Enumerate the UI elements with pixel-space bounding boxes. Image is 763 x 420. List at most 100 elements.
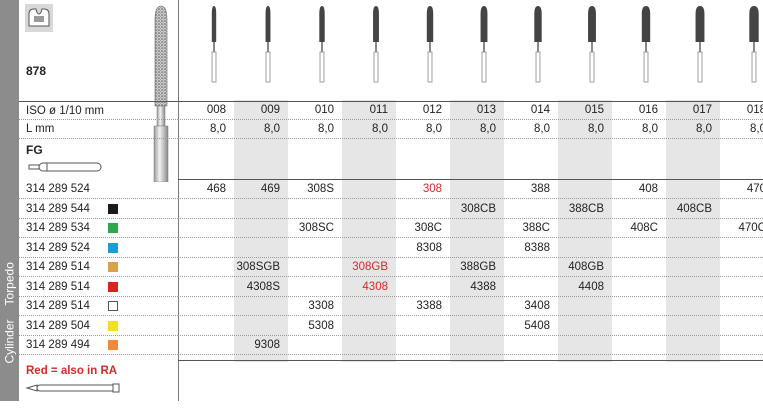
bur-icon <box>426 6 434 83</box>
bur-icon <box>319 6 325 83</box>
iso-size-cell: 013 <box>476 104 496 116</box>
bur-icon <box>265 6 271 83</box>
article-cell: 8388 <box>524 241 550 254</box>
article-cell: 308SC <box>298 222 334 234</box>
article-cell: 469 <box>260 183 280 195</box>
length-cell: 8,0 <box>426 123 442 135</box>
table-row: 308CB 388CB 408CB <box>178 200 763 219</box>
article-cell: 308S <box>307 183 334 195</box>
iso-size-cell: 018 <box>746 104 763 116</box>
length-cell: 8,0 <box>750 123 763 135</box>
length-cell: 8,0 <box>318 123 334 135</box>
length-row: 8,0 8,0 8,0 8,0 8,0 8,0 8,0 8,0 8,0 8,0 8,0 <box>178 120 763 139</box>
article-cell: 308 <box>422 183 442 195</box>
table-row: 4308S 4308 4388 4408 <box>178 278 763 297</box>
reference-number: 314 289 534 <box>19 219 178 238</box>
grit-color-swatch <box>108 203 118 214</box>
column-shade <box>666 100 720 362</box>
length-cell: 8,0 <box>264 123 280 135</box>
grit-color-swatch <box>108 242 118 253</box>
reference-number: 314 289 514 <box>19 278 178 297</box>
article-cell: 388C <box>522 222 551 234</box>
article-cell: 308GB <box>352 261 388 273</box>
length-cell: 8,0 <box>210 123 226 135</box>
article-cell: 388GB <box>460 261 496 273</box>
article-cell: 470 <box>746 183 763 195</box>
bur-icon <box>211 6 217 83</box>
bur-icon <box>695 6 705 83</box>
tooth-icon <box>25 4 53 32</box>
iso-size-cell: 010 <box>314 104 334 116</box>
grit-color-swatch <box>108 281 118 292</box>
bur-icon <box>588 6 596 83</box>
shape-sidebar: Cylinder Torpedo <box>0 0 19 401</box>
article-cell: 4408 <box>578 280 604 293</box>
length-cell: 8,0 <box>372 123 388 135</box>
article-cell: 3408 <box>524 300 550 312</box>
article-cell: 5308 <box>308 319 334 332</box>
reference-number: 314 289 504 <box>19 317 178 336</box>
bur-icon <box>641 6 651 83</box>
iso-size-cell: 015 <box>584 104 604 116</box>
product-code: 878 <box>26 64 47 78</box>
table-row: 5308 5408 <box>178 317 763 336</box>
column-shade <box>450 100 504 362</box>
reference-number: 314 289 514 <box>19 258 178 277</box>
iso-label: ISO ø 1/10 mm <box>19 101 178 120</box>
article-cell: 4388 <box>470 280 496 293</box>
reference-number: 314 289 494 <box>19 336 178 355</box>
grit-color-swatch <box>108 262 118 272</box>
article-cell: 4308 <box>362 280 388 293</box>
bur-icon <box>373 6 379 83</box>
iso-row: 008 009 010 011 012 013 014 015 016 017 018 <box>178 101 763 120</box>
footer-divider <box>178 360 763 361</box>
ref-divider <box>178 179 763 180</box>
article-cell: 408 <box>638 183 658 195</box>
shape-torpedo-label: Torpedo <box>2 262 17 306</box>
article-cell: 308CB <box>460 202 496 215</box>
length-cell: 8,0 <box>588 123 604 135</box>
length-cell: 8,0 <box>534 123 550 135</box>
fg-shank-icon <box>28 162 102 172</box>
table-row: 308SC 308C 388C 408C 470C <box>178 219 763 238</box>
iso-size-cell: 011 <box>369 104 388 116</box>
article-cell: 5408 <box>524 319 550 332</box>
length-cell: 8,0 <box>480 123 496 135</box>
article-cell: 9308 <box>254 339 280 351</box>
article-cell: 408C <box>630 222 659 234</box>
reference-number: 314 289 524 <box>19 180 178 199</box>
article-cell: 308C <box>414 222 443 234</box>
iso-size-cell: 009 <box>260 104 280 116</box>
grit-color-swatch <box>108 301 118 311</box>
article-cell: 8308 <box>416 241 442 254</box>
iso-size-cell: 014 <box>530 104 550 116</box>
label-column: 878 ISO ø 1/10 mm L mm FG 314 289 524 314… <box>19 0 179 401</box>
length-cell: 8,0 <box>696 123 712 135</box>
article-cell: 408CB <box>676 202 712 215</box>
bur-icon <box>749 6 759 83</box>
article-cell: 3388 <box>416 300 442 312</box>
ra-note: Red = also in RA <box>26 365 118 377</box>
table-row: 308SGB 308GB 388GB 408GB <box>178 258 763 277</box>
table-row: 9308 <box>178 336 763 355</box>
article-cell: 388CB <box>568 202 604 215</box>
iso-size-cell: 012 <box>422 104 442 116</box>
header-divider <box>178 101 763 102</box>
grit-color-swatch <box>108 340 118 350</box>
article-cell: 3308 <box>308 300 334 312</box>
reference-number: 314 289 514 <box>19 297 178 316</box>
grit-color-swatch <box>108 223 118 233</box>
article-cell: 388 <box>530 183 550 195</box>
bur-icon <box>534 6 542 83</box>
shape-cylinder-label: Cylinder <box>2 319 17 364</box>
article-cell: 308SGB <box>236 261 280 273</box>
column-shade <box>342 100 396 362</box>
iso-size-cell: 017 <box>692 104 712 116</box>
table-row: 468 469 308S 308 388 408 470 <box>178 180 763 199</box>
reference-number: 314 289 544 <box>19 200 178 219</box>
reference-number: 314 289 524 <box>19 239 178 258</box>
shank-label: FG <box>26 143 43 157</box>
product-grid: 008 009 010 011 012 013 014 015 016 017 018 8,0 8,0… <box>178 0 763 401</box>
bur-detail-image <box>153 5 169 182</box>
column-shade <box>558 100 612 362</box>
